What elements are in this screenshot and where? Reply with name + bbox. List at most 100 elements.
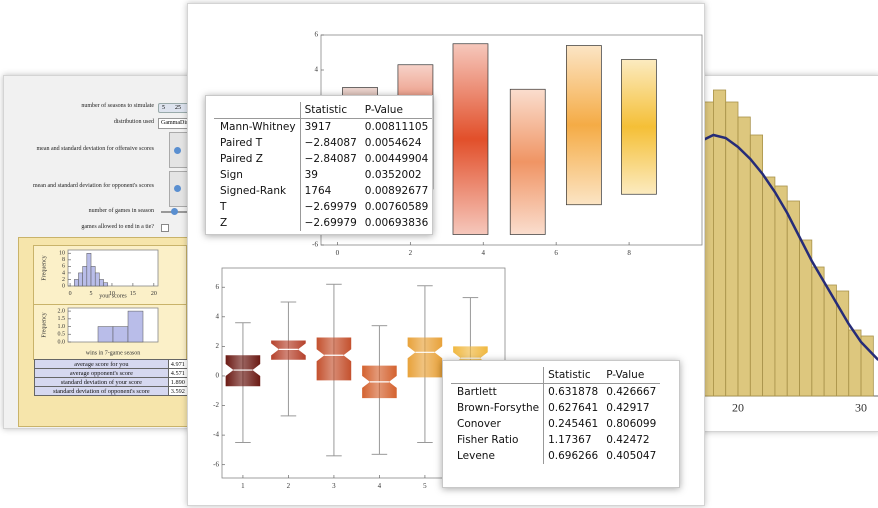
test-name: T bbox=[214, 199, 301, 215]
bar bbox=[762, 176, 776, 397]
test-table: Statistic P-Value Bartlett 0.631878 0.426667… bbox=[451, 367, 661, 464]
summary-label: standard deviation of opponent's score bbox=[34, 386, 169, 396]
y-tick-label: 6 bbox=[216, 283, 220, 291]
control-label: games allowed to end in a tie? bbox=[81, 224, 154, 230]
bar bbox=[90, 266, 96, 287]
bar bbox=[749, 134, 764, 397]
summary-row: standard deviation of your score 1.890 bbox=[34, 377, 195, 387]
y-tick-label: 1.5 bbox=[58, 316, 66, 322]
table-cell: 0.806099 bbox=[606, 418, 657, 430]
table-cell: 1.17367 bbox=[548, 434, 592, 446]
table-cell: 0.00811105 bbox=[364, 121, 429, 133]
pad-knob[interactable] bbox=[174, 147, 181, 154]
test-name: Signed-Rank bbox=[214, 183, 301, 199]
y-tick-label: 4 bbox=[62, 270, 65, 276]
table-cell: 0.631878 bbox=[548, 386, 599, 398]
summary-table: average score for you 4.971 average oppone… bbox=[34, 359, 195, 396]
table-cell: −2.84087 bbox=[304, 153, 357, 165]
x-tick-label: 1 bbox=[241, 482, 245, 490]
y-tick-label: 6 bbox=[315, 31, 319, 39]
x-tick-label: 20 bbox=[151, 291, 157, 297]
summary-label: average opponent's score bbox=[34, 368, 169, 378]
table-row: Fisher Ratio 1.17367 0.42472 bbox=[451, 432, 660, 448]
summary-row: standard deviation of opponent's score 3.… bbox=[34, 386, 195, 396]
bar bbox=[82, 266, 88, 287]
bar bbox=[811, 266, 825, 397]
fit-curve bbox=[690, 133, 878, 361]
tie-checkbox[interactable] bbox=[161, 224, 169, 232]
y-tick-label: 8 bbox=[62, 257, 65, 263]
test-name: Conover bbox=[451, 416, 545, 432]
control-label: mean and standard deviation for offensiv… bbox=[36, 146, 154, 152]
bar bbox=[112, 326, 129, 343]
y-tick-label: 4 bbox=[315, 66, 319, 74]
x-tick-label: 2 bbox=[287, 482, 291, 490]
bar bbox=[103, 282, 109, 287]
table-row: Signed-Rank 1764 0.00892677 bbox=[214, 183, 432, 199]
bar bbox=[799, 239, 813, 397]
header-cell: P-Value bbox=[602, 367, 661, 384]
table-cell: 0.627641 bbox=[548, 402, 599, 414]
x-tick-label: 0 bbox=[69, 291, 72, 297]
table-row: Sign 39 0.0352002 bbox=[214, 167, 432, 183]
test-name: Mann-Whitney bbox=[214, 118, 301, 135]
range-bar bbox=[566, 45, 602, 206]
test-name: Z bbox=[214, 215, 301, 231]
test-table-card: Statistic P-Value Bartlett 0.631878 0.426667… bbox=[442, 360, 680, 488]
table-row: Mann-Whitney 3917 0.00811105 bbox=[214, 118, 432, 135]
test-name: Brown-Forsythe bbox=[451, 400, 545, 416]
y-tick-label: 0.5 bbox=[58, 332, 66, 338]
table-cell: 1764 bbox=[304, 185, 332, 197]
x-tick-label: 2 bbox=[409, 249, 413, 257]
test-name: Paired Z bbox=[214, 151, 301, 167]
table-cell: −2.69979 bbox=[304, 201, 357, 213]
x-tick-label: 30 bbox=[855, 401, 867, 415]
x-axis-label: wins in 7-game season bbox=[86, 350, 141, 356]
x-tick-label: 4 bbox=[378, 482, 382, 490]
slider-knob[interactable] bbox=[171, 208, 178, 215]
bar bbox=[774, 185, 788, 397]
season-option: 25 bbox=[175, 105, 181, 111]
table-cell: −2.69979 bbox=[304, 217, 357, 229]
season-option: 5 bbox=[162, 105, 165, 111]
header-cell: Statistic bbox=[300, 102, 361, 119]
y-tick-label: 0.0 bbox=[58, 339, 66, 345]
bar bbox=[94, 272, 100, 287]
test-table: Statistic P-Value Mann-Whitney 3917 0.008111… bbox=[214, 102, 433, 231]
table-row: Paired T −2.84087 0.0054624 bbox=[214, 135, 432, 151]
histogram-panel: 20 30 bbox=[690, 75, 878, 432]
test-name: Levene bbox=[451, 448, 545, 464]
table-row: Brown-Forsythe 0.627641 0.42917 bbox=[451, 400, 660, 416]
table-cell: 0.405047 bbox=[606, 450, 657, 462]
test-name: Fisher Ratio bbox=[451, 432, 545, 448]
table-row: Levene 0.696266 0.405047 bbox=[451, 448, 660, 464]
table-row: Paired Z −2.84087 0.00449904 bbox=[214, 151, 432, 167]
table-cell: 3917 bbox=[304, 121, 332, 133]
table-cell: 0.00449904 bbox=[364, 153, 429, 165]
test-name: Bartlett bbox=[451, 383, 545, 400]
bar bbox=[127, 310, 144, 343]
header-row: Statistic P-Value bbox=[451, 367, 661, 384]
pad-knob[interactable] bbox=[174, 185, 181, 192]
box bbox=[225, 355, 261, 387]
x-tick-label: 4 bbox=[481, 249, 485, 257]
table-row: Bartlett 0.631878 0.426667 bbox=[451, 383, 660, 400]
y-tick-label: -6 bbox=[312, 241, 318, 249]
summary-row: average opponent's score 4.571 bbox=[34, 368, 195, 378]
y-axis-label: Frequency bbox=[41, 312, 47, 337]
table-row: T −2.69979 0.00760589 bbox=[214, 199, 432, 215]
box bbox=[271, 340, 306, 360]
x-tick-label: 8 bbox=[627, 249, 631, 257]
table-cell: 0.696266 bbox=[548, 450, 599, 462]
table-cell: 0.0352002 bbox=[364, 169, 422, 181]
header-cell bbox=[451, 367, 545, 384]
control-label: number of seasons to simulate bbox=[81, 103, 154, 109]
table-cell: 0.42917 bbox=[606, 402, 650, 414]
header-row: Statistic P-Value bbox=[214, 102, 433, 119]
y-tick-label: -2 bbox=[213, 401, 219, 409]
x-tick-label: 0 bbox=[336, 249, 340, 257]
table-cell: 39 bbox=[304, 169, 318, 181]
bar bbox=[99, 279, 104, 287]
